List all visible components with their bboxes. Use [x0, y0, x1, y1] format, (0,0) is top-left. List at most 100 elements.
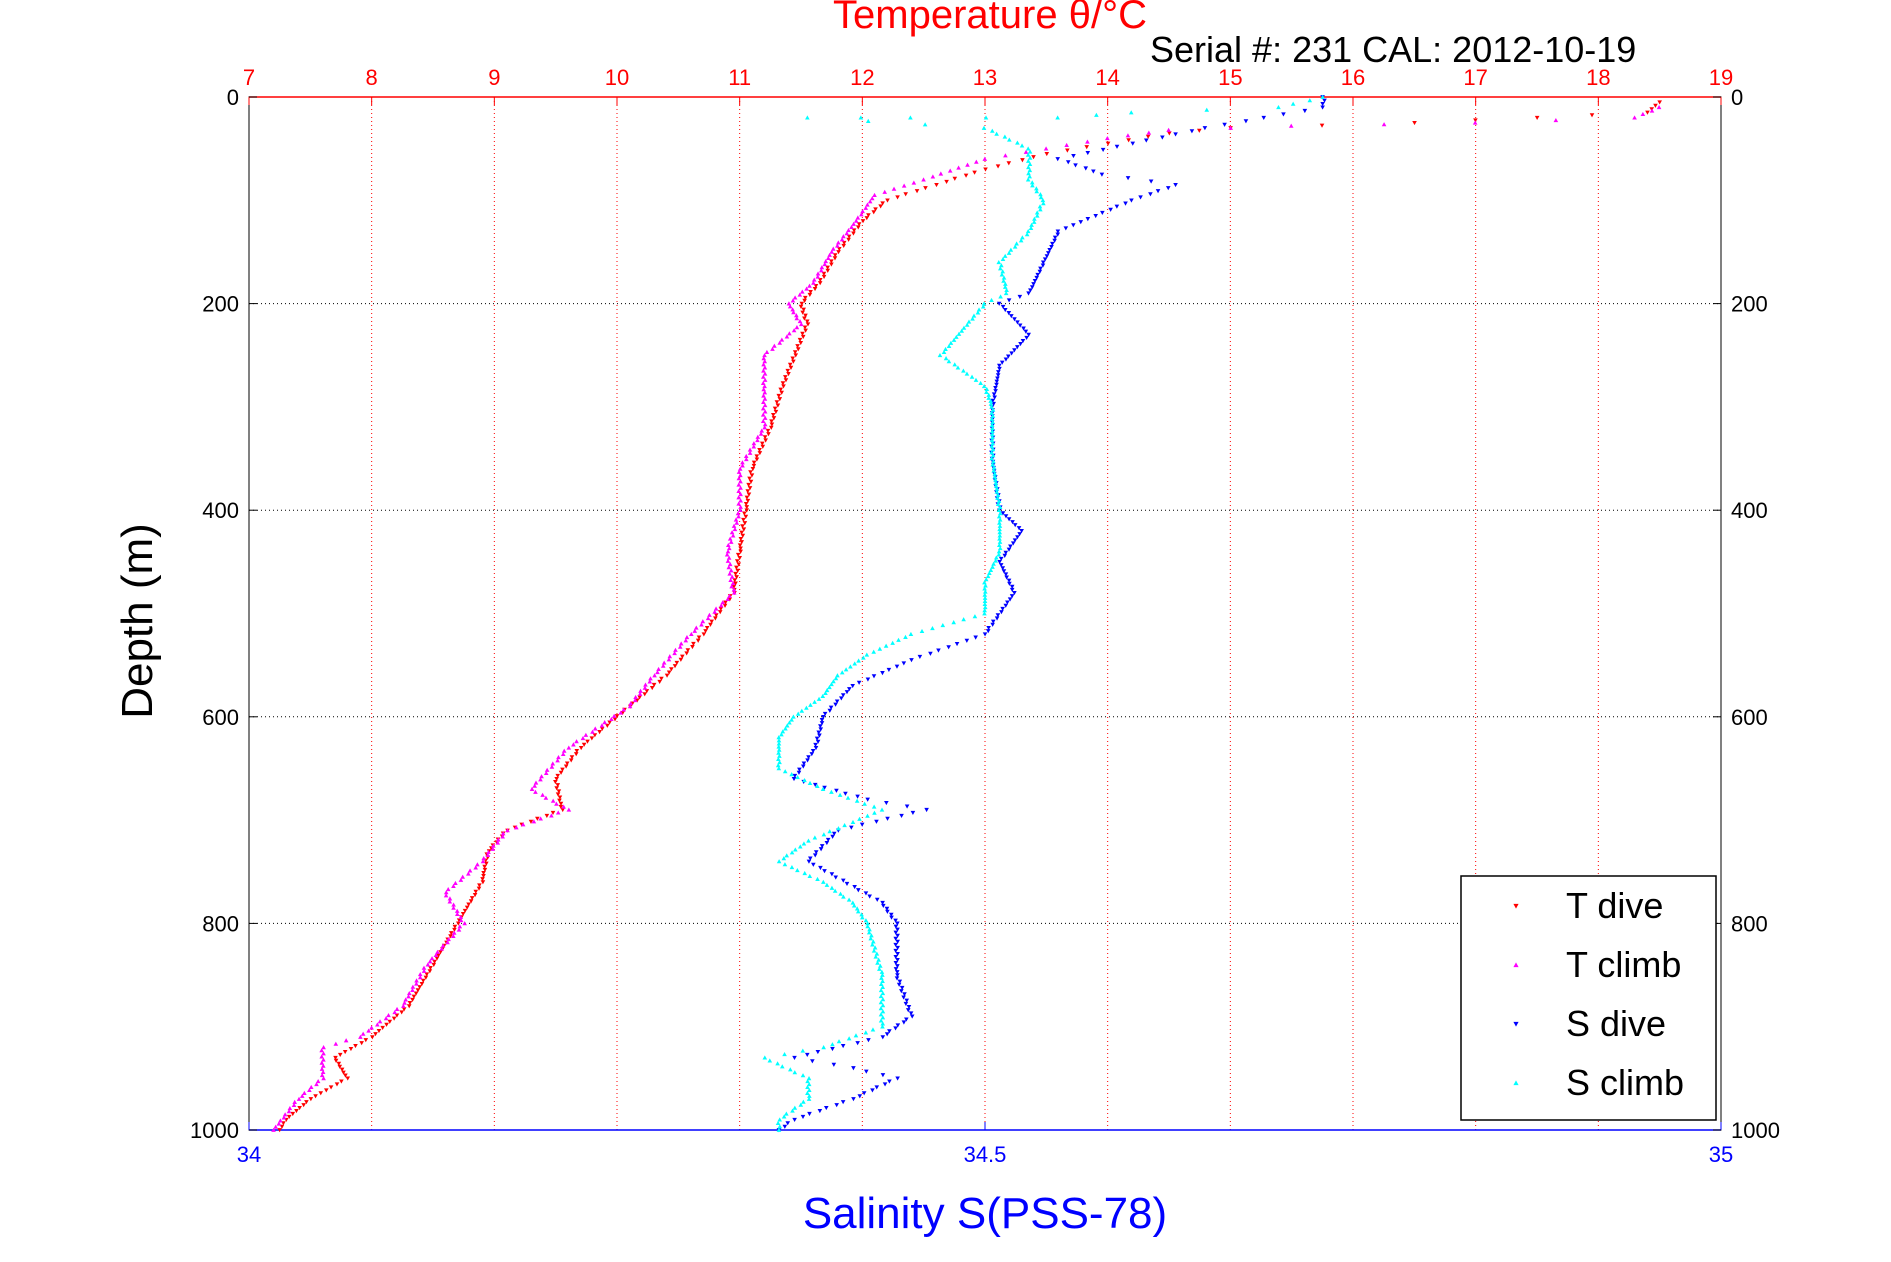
data-point [1063, 226, 1069, 231]
data-point [1015, 140, 1020, 145]
temperature-tick-label: 12 [850, 65, 874, 90]
data-point [544, 767, 550, 772]
data-point [1029, 222, 1034, 227]
data-point [738, 546, 743, 551]
data-point [680, 654, 685, 659]
data-point [878, 963, 883, 968]
data-point [825, 268, 831, 273]
data-point [992, 471, 998, 476]
data-point [1091, 169, 1096, 174]
data-point [860, 219, 866, 224]
data-point [821, 271, 827, 276]
data-point [1010, 541, 1016, 546]
data-point [439, 946, 445, 951]
data-point [780, 381, 786, 386]
data-point [899, 989, 904, 994]
data-point [856, 658, 861, 663]
data-point [807, 780, 813, 786]
data-point [995, 373, 1001, 378]
data-point [318, 1091, 324, 1096]
data-point [776, 744, 782, 749]
data-point [818, 268, 824, 273]
data-point [1037, 204, 1043, 209]
data-point [1004, 287, 1009, 293]
data-point [1128, 110, 1134, 115]
data-point [341, 1070, 346, 1075]
data-point [895, 1076, 900, 1081]
data-point [990, 564, 995, 569]
data-point [762, 415, 768, 420]
data-point [495, 837, 501, 842]
data-point [1012, 523, 1018, 528]
data-point [989, 450, 994, 455]
data-point [282, 1112, 288, 1117]
data-point [827, 829, 833, 834]
data-point [333, 1041, 339, 1046]
data-point [1173, 132, 1178, 137]
data-point [733, 581, 738, 586]
data-point [820, 786, 826, 791]
data-point [1281, 112, 1286, 117]
data-point [806, 859, 812, 864]
data-point [1028, 288, 1033, 293]
data-point [776, 756, 781, 761]
data-point [637, 691, 643, 696]
data-point [978, 380, 983, 385]
data-point [684, 635, 690, 640]
data-point [1034, 186, 1039, 191]
data-point [590, 729, 595, 734]
data-point [741, 527, 747, 532]
data-point [982, 595, 988, 600]
data-point [779, 390, 784, 395]
data-point [684, 651, 689, 656]
data-point [775, 403, 781, 408]
data-point [896, 982, 902, 987]
data-point [982, 580, 987, 585]
data-point [580, 735, 586, 741]
data-point [533, 780, 539, 785]
data-point [737, 543, 743, 548]
data-point [618, 710, 624, 715]
data-point [434, 956, 440, 961]
data-point [865, 202, 870, 207]
data-point [1010, 520, 1015, 525]
data-point [855, 909, 861, 914]
data-point [727, 561, 733, 567]
data-point [734, 520, 740, 525]
data-point [277, 1128, 282, 1133]
data-point [829, 872, 835, 877]
data-point [648, 676, 653, 681]
data-point [642, 685, 648, 690]
data-point [1319, 123, 1325, 128]
data-point [806, 1087, 812, 1092]
data-point [782, 862, 788, 867]
data-point [666, 657, 672, 662]
data-point [481, 856, 487, 861]
data-point [808, 856, 813, 861]
data-point [1012, 538, 1018, 543]
data-point [566, 745, 572, 750]
data-point [793, 847, 798, 852]
data-point [801, 761, 807, 766]
series-s-dive [776, 95, 1327, 1133]
data-point [417, 975, 423, 980]
data-point [432, 959, 437, 964]
data-point [739, 540, 745, 545]
data-point [762, 377, 768, 382]
data-point [954, 334, 959, 339]
data-point [987, 570, 992, 576]
data-point [983, 583, 988, 588]
data-point [1108, 207, 1113, 212]
data-point [592, 726, 598, 731]
data-point [543, 795, 549, 800]
data-point [1052, 235, 1058, 240]
data-point [827, 252, 832, 257]
data-point [693, 625, 699, 630]
data-point [757, 447, 762, 453]
data-point [983, 115, 989, 120]
data-point [308, 1084, 314, 1090]
data-point [1196, 128, 1202, 133]
data-point [989, 416, 995, 421]
data-point [443, 890, 449, 895]
data-point [817, 281, 823, 286]
